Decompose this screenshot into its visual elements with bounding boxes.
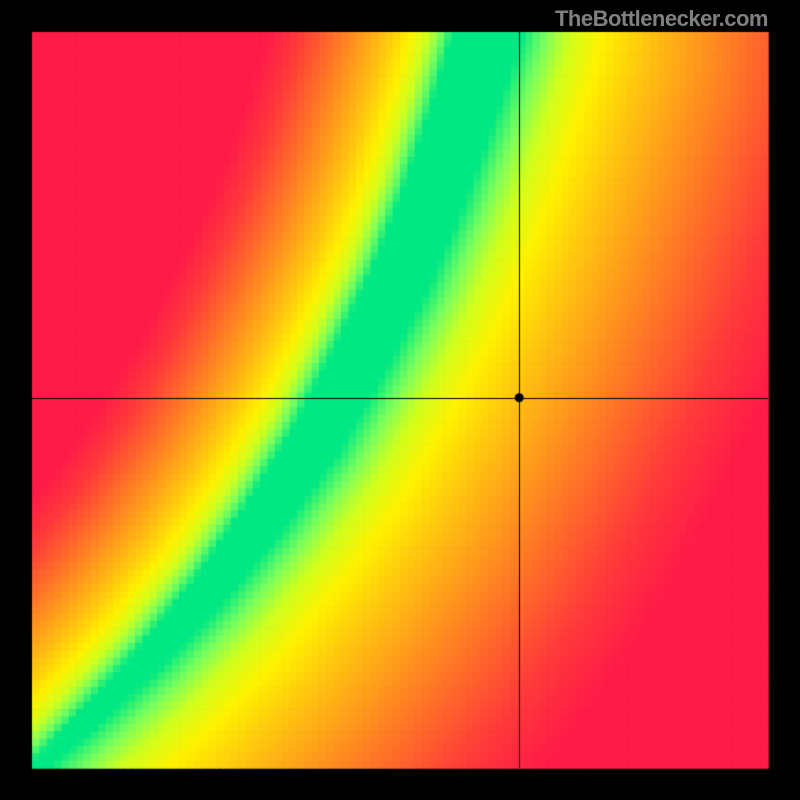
watermark-text: TheBottlenecker.com (555, 6, 768, 32)
bottleneck-heatmap (0, 0, 800, 800)
chart-container: { "watermark": { "text": "TheBottlenecke… (0, 0, 800, 800)
